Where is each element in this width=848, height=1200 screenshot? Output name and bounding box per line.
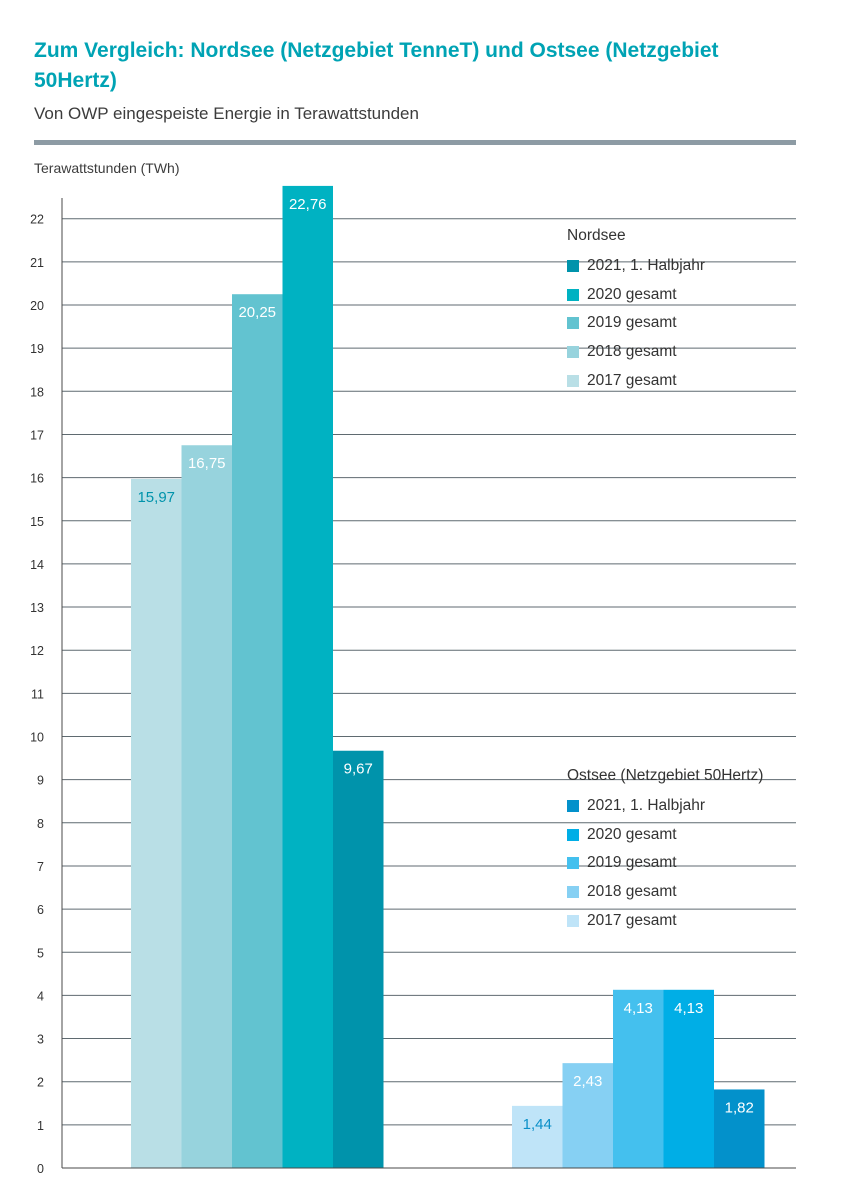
legend-swatch xyxy=(567,374,579,387)
legend-item: 2018 gesamt xyxy=(567,342,705,362)
data-label: 4,13 xyxy=(624,1000,653,1017)
legend-label: 2017 gesamt xyxy=(587,911,677,929)
legend-nordsee: Nordsee 2021, 1. Halbjahr 2020 gesamt 2019… xyxy=(567,226,705,399)
header-divider xyxy=(34,140,796,145)
legend-label: 2020 gesamt xyxy=(587,285,677,303)
legend-swatch xyxy=(567,260,579,272)
data-label: 22,76 xyxy=(289,196,327,213)
data-label: 20,25 xyxy=(238,304,276,321)
y-tick-label: 5 xyxy=(37,946,44,960)
data-label: 1,44 xyxy=(523,1116,552,1133)
data-label: 4,13 xyxy=(674,1000,703,1017)
y-tick-label: 2 xyxy=(37,1076,44,1090)
chart-subtitle: Von OWP eingespeiste Energie in Terawatt… xyxy=(34,104,419,123)
y-tick-label: 11 xyxy=(31,687,44,701)
legend-label: 2017 gesamt xyxy=(587,371,677,389)
bar xyxy=(181,445,232,1168)
y-tick-label: 4 xyxy=(37,989,44,1003)
legend-title: Ostsee (Netzgebiet 50Hertz) xyxy=(567,767,764,784)
bar xyxy=(333,750,384,1168)
bar xyxy=(512,1105,563,1168)
legend-swatch xyxy=(567,317,579,330)
legend-swatch xyxy=(567,288,579,301)
y-tick-label: 6 xyxy=(37,903,44,917)
y-tick-label: 18 xyxy=(30,385,44,399)
bar xyxy=(663,989,714,1168)
legend-ostsee: Ostsee (Netzgebiet 50Hertz) 2021, 1. Hal… xyxy=(567,766,763,939)
legend-item: 2019 gesamt xyxy=(567,313,705,333)
legend-item: 2020 gesamt xyxy=(567,285,705,305)
legend-label: 2018 gesamt xyxy=(587,343,677,361)
legend-swatch xyxy=(567,886,579,899)
y-tick-label: 9 xyxy=(37,774,44,788)
bar xyxy=(282,185,333,1168)
legend-label: 2021, 1. Halbjahr xyxy=(587,257,706,274)
data-label: 2,43 xyxy=(573,1073,602,1090)
y-tick-label: 22 xyxy=(30,213,44,227)
legend-title: Nordsee xyxy=(567,227,626,244)
y-tick-label: 21 xyxy=(30,256,44,270)
y-tick-label: 12 xyxy=(30,644,44,658)
legend-swatch xyxy=(567,857,579,870)
legend-item: 2021, 1. Halbjahr xyxy=(567,256,705,276)
y-tick-label: 17 xyxy=(30,428,44,442)
chart-title: Zum Vergleich: Nordsee (Netzgebiet Tenne… xyxy=(34,39,719,92)
legend-item: 2017 gesamt xyxy=(567,371,705,391)
y-tick-label: 7 xyxy=(37,860,44,874)
y-tick-label: 10 xyxy=(30,731,44,745)
bar xyxy=(613,989,664,1168)
y-tick-label: 16 xyxy=(30,472,44,486)
legend-item: 2020 gesamt xyxy=(567,825,763,845)
y-tick-label: 14 xyxy=(30,558,44,572)
legend-label: 2018 gesamt xyxy=(587,883,677,901)
legend-label: 2019 gesamt xyxy=(587,314,677,332)
y-axis-unit-label: Terawattstunden (TWh) xyxy=(34,160,180,176)
data-label: 9,67 xyxy=(344,761,373,778)
legend-label: 2019 gesamt xyxy=(587,854,677,872)
y-tick-label: 19 xyxy=(30,342,44,356)
data-label: 15,97 xyxy=(137,489,175,506)
legend-item: 2018 gesamt xyxy=(567,882,763,902)
y-tick-label: 13 xyxy=(30,601,44,615)
bar xyxy=(232,294,283,1168)
bar xyxy=(562,1063,613,1168)
legend-swatch xyxy=(567,346,579,359)
bar xyxy=(131,478,182,1168)
y-tick-label: 3 xyxy=(37,1033,44,1047)
y-tick-label: 15 xyxy=(30,515,44,529)
y-tick-label: 1 xyxy=(37,1119,44,1133)
y-tick-label: 20 xyxy=(30,299,44,313)
legend-item: 2021, 1. Halbjahr xyxy=(567,796,763,816)
legend-swatch xyxy=(567,800,579,812)
data-label: 16,75 xyxy=(188,455,226,472)
legend-label: 2020 gesamt xyxy=(587,825,677,843)
legend-swatch xyxy=(567,914,579,927)
y-tick-label: 0 xyxy=(37,1162,44,1176)
data-label: 1,82 xyxy=(725,1099,754,1116)
y-tick-label: 8 xyxy=(37,817,44,831)
legend-label: 2021, 1. Halbjahr xyxy=(587,797,706,814)
bar xyxy=(714,1089,765,1168)
legend-item: 2019 gesamt xyxy=(567,853,763,873)
legend-item: 2017 gesamt xyxy=(567,911,763,931)
legend-swatch xyxy=(567,828,579,841)
